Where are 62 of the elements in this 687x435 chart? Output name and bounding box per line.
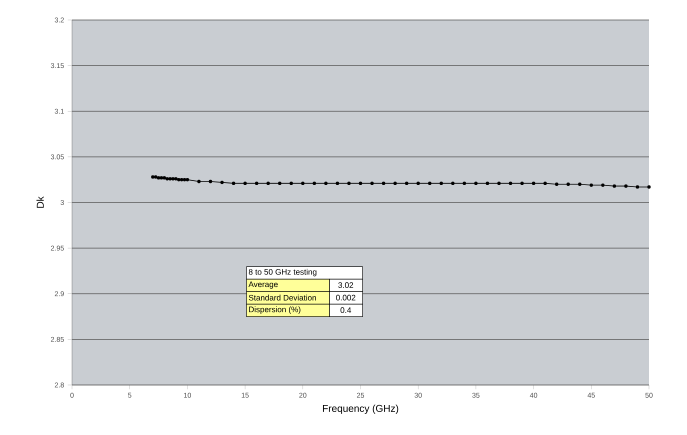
- point: [566, 182, 570, 186]
- point: [208, 180, 212, 184]
- point: [197, 180, 201, 184]
- point: [301, 182, 305, 186]
- point: [186, 178, 190, 182]
- point: [254, 182, 258, 186]
- annotation: Dispersion (%): [249, 306, 300, 314]
- point: [636, 185, 640, 189]
- point: [462, 182, 466, 186]
- point: [451, 182, 455, 186]
- point: [370, 182, 374, 186]
- point: [232, 182, 236, 186]
- annotation: Average: [248, 282, 278, 289]
- point: [156, 176, 160, 180]
- annotation: 3.02: [338, 282, 354, 288]
- point: [243, 182, 247, 186]
- point: [154, 175, 158, 179]
- x-axis-title: Frequency (GHz): [322, 404, 398, 414]
- y-axis-title: Dk: [36, 196, 44, 208]
- point: [168, 177, 172, 180]
- point: [182, 178, 186, 182]
- point: [162, 176, 166, 180]
- point: [601, 183, 605, 187]
- point: [290, 182, 293, 186]
- annotation: 8 to 50 GHz testing: [248, 268, 316, 276]
- point: [393, 182, 397, 186]
- point: [554, 182, 558, 186]
- annotation: 0.4: [340, 307, 352, 313]
- point: [174, 177, 178, 180]
- point: [520, 182, 524, 186]
- point: [336, 182, 340, 186]
- point: [160, 176, 164, 180]
- point: [382, 182, 386, 186]
- point: [220, 180, 224, 184]
- point: [647, 185, 651, 189]
- point: [532, 182, 536, 186]
- point: [474, 182, 478, 186]
- point: [151, 175, 154, 179]
- point: [486, 182, 490, 186]
- point: [266, 182, 270, 186]
- point: [612, 184, 616, 188]
- point: [508, 182, 512, 186]
- point: [624, 184, 628, 188]
- point: [578, 182, 582, 186]
- point: [497, 182, 501, 186]
- point: [312, 182, 316, 186]
- point: [347, 182, 351, 186]
- point: [177, 178, 180, 182]
- point: [440, 182, 443, 186]
- point: [166, 177, 169, 180]
- point: [324, 182, 328, 186]
- point: [358, 182, 362, 186]
- point: [590, 183, 593, 187]
- point: [180, 178, 184, 182]
- point: [278, 182, 282, 186]
- annotation: Standard Deviation: [248, 294, 316, 301]
- point: [416, 182, 420, 186]
- point: [543, 182, 547, 186]
- point: [404, 182, 408, 186]
- point: [428, 182, 432, 186]
- point: [171, 177, 175, 180]
- annotation: 0.002: [336, 294, 356, 300]
